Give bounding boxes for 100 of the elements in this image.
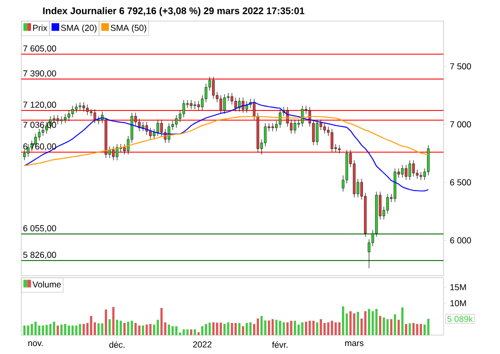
bar bbox=[64, 324, 66, 335]
candlestick bbox=[142, 122, 144, 132]
bar bbox=[282, 322, 285, 335]
bar bbox=[398, 320, 400, 335]
bar bbox=[190, 329, 192, 335]
y-tick-label: 7 500 bbox=[450, 63, 471, 70]
bar bbox=[112, 306, 114, 335]
bar bbox=[308, 320, 311, 335]
ref-line-label: 7 120,00 bbox=[23, 102, 56, 109]
candlestick bbox=[94, 108, 96, 124]
x-tick-label: déc. bbox=[109, 341, 124, 348]
candlestick bbox=[38, 128, 41, 141]
legend-label: SMA (50) bbox=[110, 24, 146, 32]
candlestick bbox=[190, 100, 192, 110]
x-tick-label: nov. bbox=[28, 341, 43, 346]
candlestick bbox=[82, 102, 85, 112]
candlestick bbox=[52, 114, 56, 124]
candlestick bbox=[427, 144, 430, 176]
bar bbox=[272, 319, 274, 335]
bar bbox=[138, 325, 140, 335]
bar bbox=[301, 322, 304, 335]
bar bbox=[220, 322, 222, 335]
candlestick bbox=[316, 119, 318, 146]
ref-line-label: 5 826,00 bbox=[23, 252, 56, 259]
candlestick bbox=[212, 76, 215, 99]
ref-line-label: 7 390,00 bbox=[23, 70, 56, 78]
bar bbox=[56, 325, 59, 335]
candlestick bbox=[412, 160, 415, 177]
candlestick bbox=[301, 105, 304, 127]
bar bbox=[156, 320, 159, 335]
candlestick bbox=[64, 114, 66, 124]
candlestick bbox=[68, 110, 70, 121]
y-tick-label: 7 000 bbox=[450, 121, 471, 128]
bar bbox=[304, 322, 308, 335]
candlestick bbox=[234, 97, 237, 112]
bar bbox=[290, 320, 292, 335]
candlestick bbox=[116, 144, 118, 160]
candlestick bbox=[278, 108, 282, 128]
bar bbox=[108, 319, 111, 335]
chart-title: Index Journalier 6 792,16 (+3,08 %) 29 mars 2022 17:35:01 bbox=[43, 7, 304, 16]
y-tick-label: 6 500 bbox=[450, 179, 471, 186]
candlestick bbox=[230, 92, 234, 105]
bar bbox=[120, 320, 122, 335]
bar bbox=[349, 311, 352, 335]
candlestick bbox=[97, 116, 100, 124]
legend-label: Volume bbox=[32, 281, 61, 288]
candlestick bbox=[330, 128, 334, 152]
bar bbox=[334, 322, 337, 335]
bar bbox=[127, 322, 130, 335]
bar bbox=[182, 329, 185, 335]
bar bbox=[201, 326, 204, 335]
candlestick bbox=[220, 94, 222, 114]
y-tick-label: 10M bbox=[450, 300, 466, 306]
bar bbox=[227, 322, 230, 335]
bar bbox=[372, 311, 374, 335]
bar bbox=[175, 326, 178, 335]
bar bbox=[353, 313, 356, 335]
x-tick-label: mars bbox=[345, 341, 364, 346]
bar bbox=[408, 323, 411, 335]
candlestick bbox=[197, 100, 200, 111]
bar bbox=[46, 324, 48, 335]
bar bbox=[312, 320, 315, 335]
x-tick-label: 2022 bbox=[193, 341, 212, 348]
candlestick bbox=[23, 149, 26, 160]
bar bbox=[264, 320, 266, 335]
candlestick bbox=[56, 114, 60, 124]
bar bbox=[104, 309, 108, 335]
candlestick bbox=[71, 105, 74, 118]
candlestick bbox=[408, 160, 412, 180]
bar bbox=[101, 323, 104, 335]
bar bbox=[316, 322, 318, 335]
candlestick bbox=[264, 122, 267, 146]
y-tick-label: 15M bbox=[450, 284, 466, 290]
candlestick bbox=[242, 97, 244, 113]
bar bbox=[216, 322, 218, 335]
candlestick bbox=[86, 104, 89, 116]
text: 5 089k bbox=[447, 316, 473, 322]
bar bbox=[75, 325, 78, 335]
bar bbox=[327, 322, 330, 335]
candlestick bbox=[156, 119, 160, 136]
candlestick bbox=[323, 122, 326, 134]
bar bbox=[246, 322, 248, 335]
bar bbox=[330, 320, 334, 335]
candlestick bbox=[152, 128, 156, 140]
bar bbox=[146, 324, 148, 335]
candlestick bbox=[75, 103, 78, 113]
bar bbox=[52, 322, 56, 335]
ref-line-label: 7 605,00 bbox=[23, 45, 56, 52]
candlestick bbox=[386, 194, 389, 214]
bar bbox=[82, 324, 85, 335]
candlestick bbox=[78, 102, 82, 111]
candlestick bbox=[182, 100, 186, 118]
bar bbox=[38, 325, 40, 335]
candlestick bbox=[252, 98, 256, 120]
bar bbox=[278, 320, 282, 335]
x-tick-label: févr. bbox=[272, 341, 288, 348]
bar bbox=[30, 324, 33, 335]
candlestick bbox=[60, 116, 63, 124]
legend-label: SMA (20) bbox=[61, 24, 96, 32]
candlestick bbox=[175, 114, 178, 128]
